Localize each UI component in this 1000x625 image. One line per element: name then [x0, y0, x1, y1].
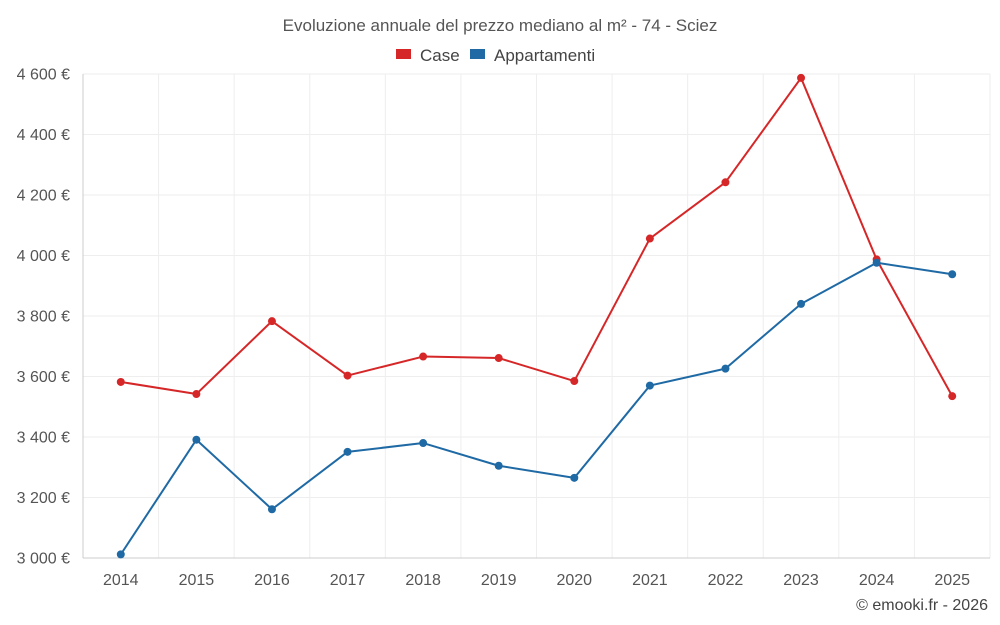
data-point-appartamenti[interactable] — [419, 439, 428, 448]
series-line-appartamenti — [119, 261, 953, 555]
chart-title: Evoluzione annuale del prezzo mediano al… — [283, 16, 718, 35]
credit-text: © emooki.fr - 2026 — [856, 597, 988, 614]
series-layer — [116, 73, 957, 559]
data-point-appartamenti[interactable] — [267, 505, 276, 514]
data-point-appartamenti[interactable] — [192, 435, 201, 444]
data-point-case[interactable] — [267, 317, 276, 326]
data-point-appartamenti[interactable] — [116, 550, 125, 559]
data-point-case[interactable] — [721, 178, 730, 187]
data-point-appartamenti[interactable] — [343, 447, 352, 456]
data-point-case[interactable] — [192, 390, 201, 399]
legend-label-case[interactable]: Case — [420, 46, 460, 65]
data-point-case[interactable] — [419, 352, 428, 361]
data-point-appartamenti[interactable] — [494, 461, 503, 470]
data-point-case[interactable] — [948, 392, 957, 401]
legend[interactable]: Case Appartamenti — [396, 46, 595, 65]
x-tick-label: 2025 — [934, 572, 970, 589]
y-tick-label: 4 200 € — [17, 188, 70, 205]
data-point-case[interactable] — [494, 354, 503, 363]
y-tick-label: 3 200 € — [17, 490, 70, 507]
data-point-appartamenti[interactable] — [645, 381, 654, 390]
x-tick-label: 2014 — [103, 572, 139, 589]
y-tick-label: 3 000 € — [17, 551, 70, 568]
grid-layer — [83, 73, 991, 558]
y-tick-label: 4 000 € — [17, 248, 70, 265]
x-tick-label: 2023 — [783, 572, 819, 589]
data-point-appartamenti[interactable] — [872, 258, 881, 267]
x-tick-label: 2018 — [405, 572, 441, 589]
y-tick-label: 4 400 € — [17, 127, 70, 144]
x-tick-label: 2024 — [859, 572, 895, 589]
y-tick-label: 3 600 € — [17, 369, 70, 386]
x-tick-label: 2020 — [556, 572, 592, 589]
y-tick-label: 3 400 € — [17, 430, 70, 447]
legend-swatch-appartamenti — [470, 49, 485, 59]
x-tick-label: 2015 — [179, 572, 215, 589]
series-line-case — [120, 76, 954, 397]
x-tick-label: 2019 — [481, 572, 517, 589]
data-point-case[interactable] — [116, 377, 125, 386]
legend-swatch-case — [396, 49, 411, 59]
y-tick-label: 3 800 € — [17, 309, 70, 326]
y-tick-label: 4 600 € — [17, 67, 70, 84]
data-point-appartamenti[interactable] — [797, 299, 806, 308]
x-tick-label: 2021 — [632, 572, 668, 589]
data-point-appartamenti[interactable] — [721, 364, 730, 373]
x-tick-label: 2017 — [330, 572, 366, 589]
legend-label-appartamenti[interactable]: Appartamenti — [494, 46, 595, 65]
data-point-case[interactable] — [570, 377, 579, 386]
data-point-appartamenti[interactable] — [570, 473, 579, 482]
axis-layer: 3 000 € 3 200 € 3 400 € 3 600 € 3 800 € 4 000… — [17, 67, 990, 589]
data-point-case[interactable] — [645, 234, 654, 243]
data-point-case[interactable] — [797, 73, 806, 82]
x-tick-label: 2022 — [708, 572, 744, 589]
data-point-appartamenti[interactable] — [948, 270, 957, 279]
data-point-case[interactable] — [343, 371, 352, 380]
x-tick-label: 2016 — [254, 572, 290, 589]
